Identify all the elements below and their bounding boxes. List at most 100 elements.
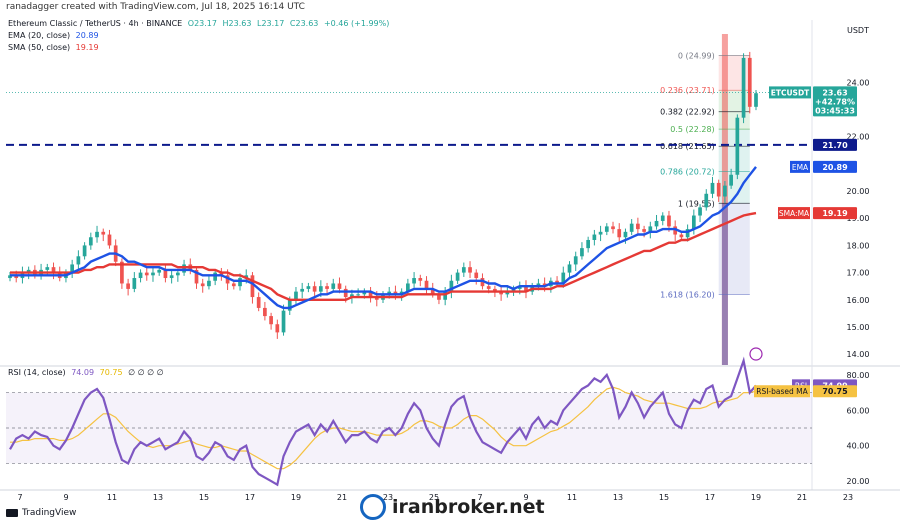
candle-body <box>723 185 727 197</box>
symbol-tag-text: ETCUSDT <box>771 88 810 97</box>
candle-body <box>673 226 678 235</box>
rsi-legend[interactable]: RSI (14, close) 74.09 70.75 ∅ ∅ ∅ ∅ <box>8 368 164 377</box>
chart-credit: ranadagger created with TradingView.com,… <box>6 2 305 12</box>
candle-body <box>207 280 211 287</box>
candle-body <box>393 291 398 295</box>
candle-body <box>555 280 559 284</box>
candle-body <box>101 231 106 235</box>
candle-body <box>88 237 93 246</box>
candle-body <box>325 286 329 289</box>
candle-body <box>225 275 230 284</box>
candle-body <box>169 275 174 279</box>
candle-body <box>256 297 261 308</box>
candle-body <box>654 220 659 227</box>
candle-body <box>418 278 423 281</box>
price-tick-label: 17.00 <box>847 269 870 278</box>
candle-body <box>281 310 286 333</box>
candle-body <box>617 229 622 238</box>
candle-body <box>95 231 99 238</box>
sma-legend[interactable]: SMA (50, close) 19.19 <box>8 43 99 52</box>
candle-body <box>536 283 541 287</box>
watermark: iranbroker.net <box>360 494 545 520</box>
candle-body <box>592 234 597 240</box>
candle-body <box>157 269 162 273</box>
candle-body <box>300 288 305 292</box>
candle-body <box>493 288 497 292</box>
key-level-badge-text: 21.70 <box>822 141 848 150</box>
candle-body <box>356 294 360 296</box>
fib-level-label: 0.236 (23.71) <box>660 86 715 95</box>
candle-body <box>648 226 653 232</box>
time-tick-label: 13 <box>613 493 623 502</box>
candle-body <box>51 267 56 273</box>
candle-body <box>474 272 479 279</box>
candle-body <box>132 278 137 289</box>
candle-body <box>573 256 578 265</box>
symbol-title[interactable]: Ethereum Classic / TetherUS · 4h · BINAN… <box>8 19 183 28</box>
candle-body <box>729 174 733 186</box>
candle-body <box>26 269 31 273</box>
candle-body <box>735 117 740 175</box>
alert-icon[interactable] <box>749 347 763 361</box>
time-tick-label: 17 <box>705 493 715 502</box>
candle-body <box>642 229 646 232</box>
ema-tag-bg <box>790 160 810 173</box>
fib-level-label: 1.618 (16.20) <box>660 290 715 299</box>
fib-level-label: 1 (19.55) <box>678 199 715 208</box>
price-tick-label: 14.00 <box>847 350 870 359</box>
candle-body <box>219 272 224 276</box>
candle-body <box>263 307 267 317</box>
candle-body <box>151 272 155 276</box>
change-value: +0.46 (+1.99%) <box>323 19 390 28</box>
candle-body <box>679 234 684 238</box>
watermark-text: iranbroker.net <box>392 496 545 518</box>
sma-badge-bg <box>813 207 857 220</box>
price-tick-label: 15.00 <box>847 323 870 332</box>
time-tick-label: 15 <box>659 493 669 502</box>
candle-body <box>449 280 454 292</box>
candle-body <box>486 286 491 289</box>
sma-badge-text: 19.19 <box>822 209 848 218</box>
time-tick-label: 9 <box>523 493 528 502</box>
time-tick-label: 17 <box>245 493 255 502</box>
high-value: H23.63 <box>222 19 252 28</box>
price-tick-label: 24.00 <box>847 78 870 87</box>
rsi-tick-label: 80.00 <box>847 371 870 380</box>
candle-body <box>14 275 19 279</box>
price-tick-label: 22.00 <box>847 133 870 142</box>
sma-legend-label: SMA (50, close) <box>8 43 71 52</box>
time-tick-label: 19 <box>751 493 761 502</box>
price-badge-text: 23.63 <box>822 88 847 97</box>
key-level-badge-bg <box>813 138 857 151</box>
candle-body <box>685 229 690 238</box>
candle-body <box>312 286 317 292</box>
time-tick-label: 25 <box>429 493 439 502</box>
price-tick-label: 18.00 <box>847 241 870 250</box>
time-tick-label: 7 <box>17 493 22 502</box>
ema-tag-text: EMA <box>792 163 809 172</box>
candle-body <box>144 272 149 276</box>
candle-body <box>455 272 460 281</box>
candle-body <box>176 272 180 276</box>
symbol-legend[interactable]: Ethereum Classic / TetherUS · 4h · BINAN… <box>8 19 389 28</box>
candle-body <box>598 231 603 235</box>
ema-badge-text: 20.89 <box>822 163 848 172</box>
ema-legend[interactable]: EMA (20, close) 20.89 <box>8 31 99 40</box>
tradingview-logo[interactable]: TradingView <box>6 508 76 518</box>
candle-body <box>660 215 665 221</box>
candle-body <box>704 193 709 208</box>
open-value: O23.17 <box>187 19 217 28</box>
candle-body <box>182 264 186 273</box>
time-tick-label: 11 <box>567 493 577 502</box>
candle-body <box>200 283 205 287</box>
rsima-badge-text: 70.75 <box>822 387 848 396</box>
candle-body <box>250 275 255 298</box>
candle-body <box>387 291 392 295</box>
candle-body <box>244 275 249 279</box>
candle-body <box>667 215 671 227</box>
candle-body <box>461 267 466 273</box>
candle-body <box>287 299 292 311</box>
time-tick-label: 21 <box>337 493 347 502</box>
ema-badge-bg <box>813 160 857 173</box>
